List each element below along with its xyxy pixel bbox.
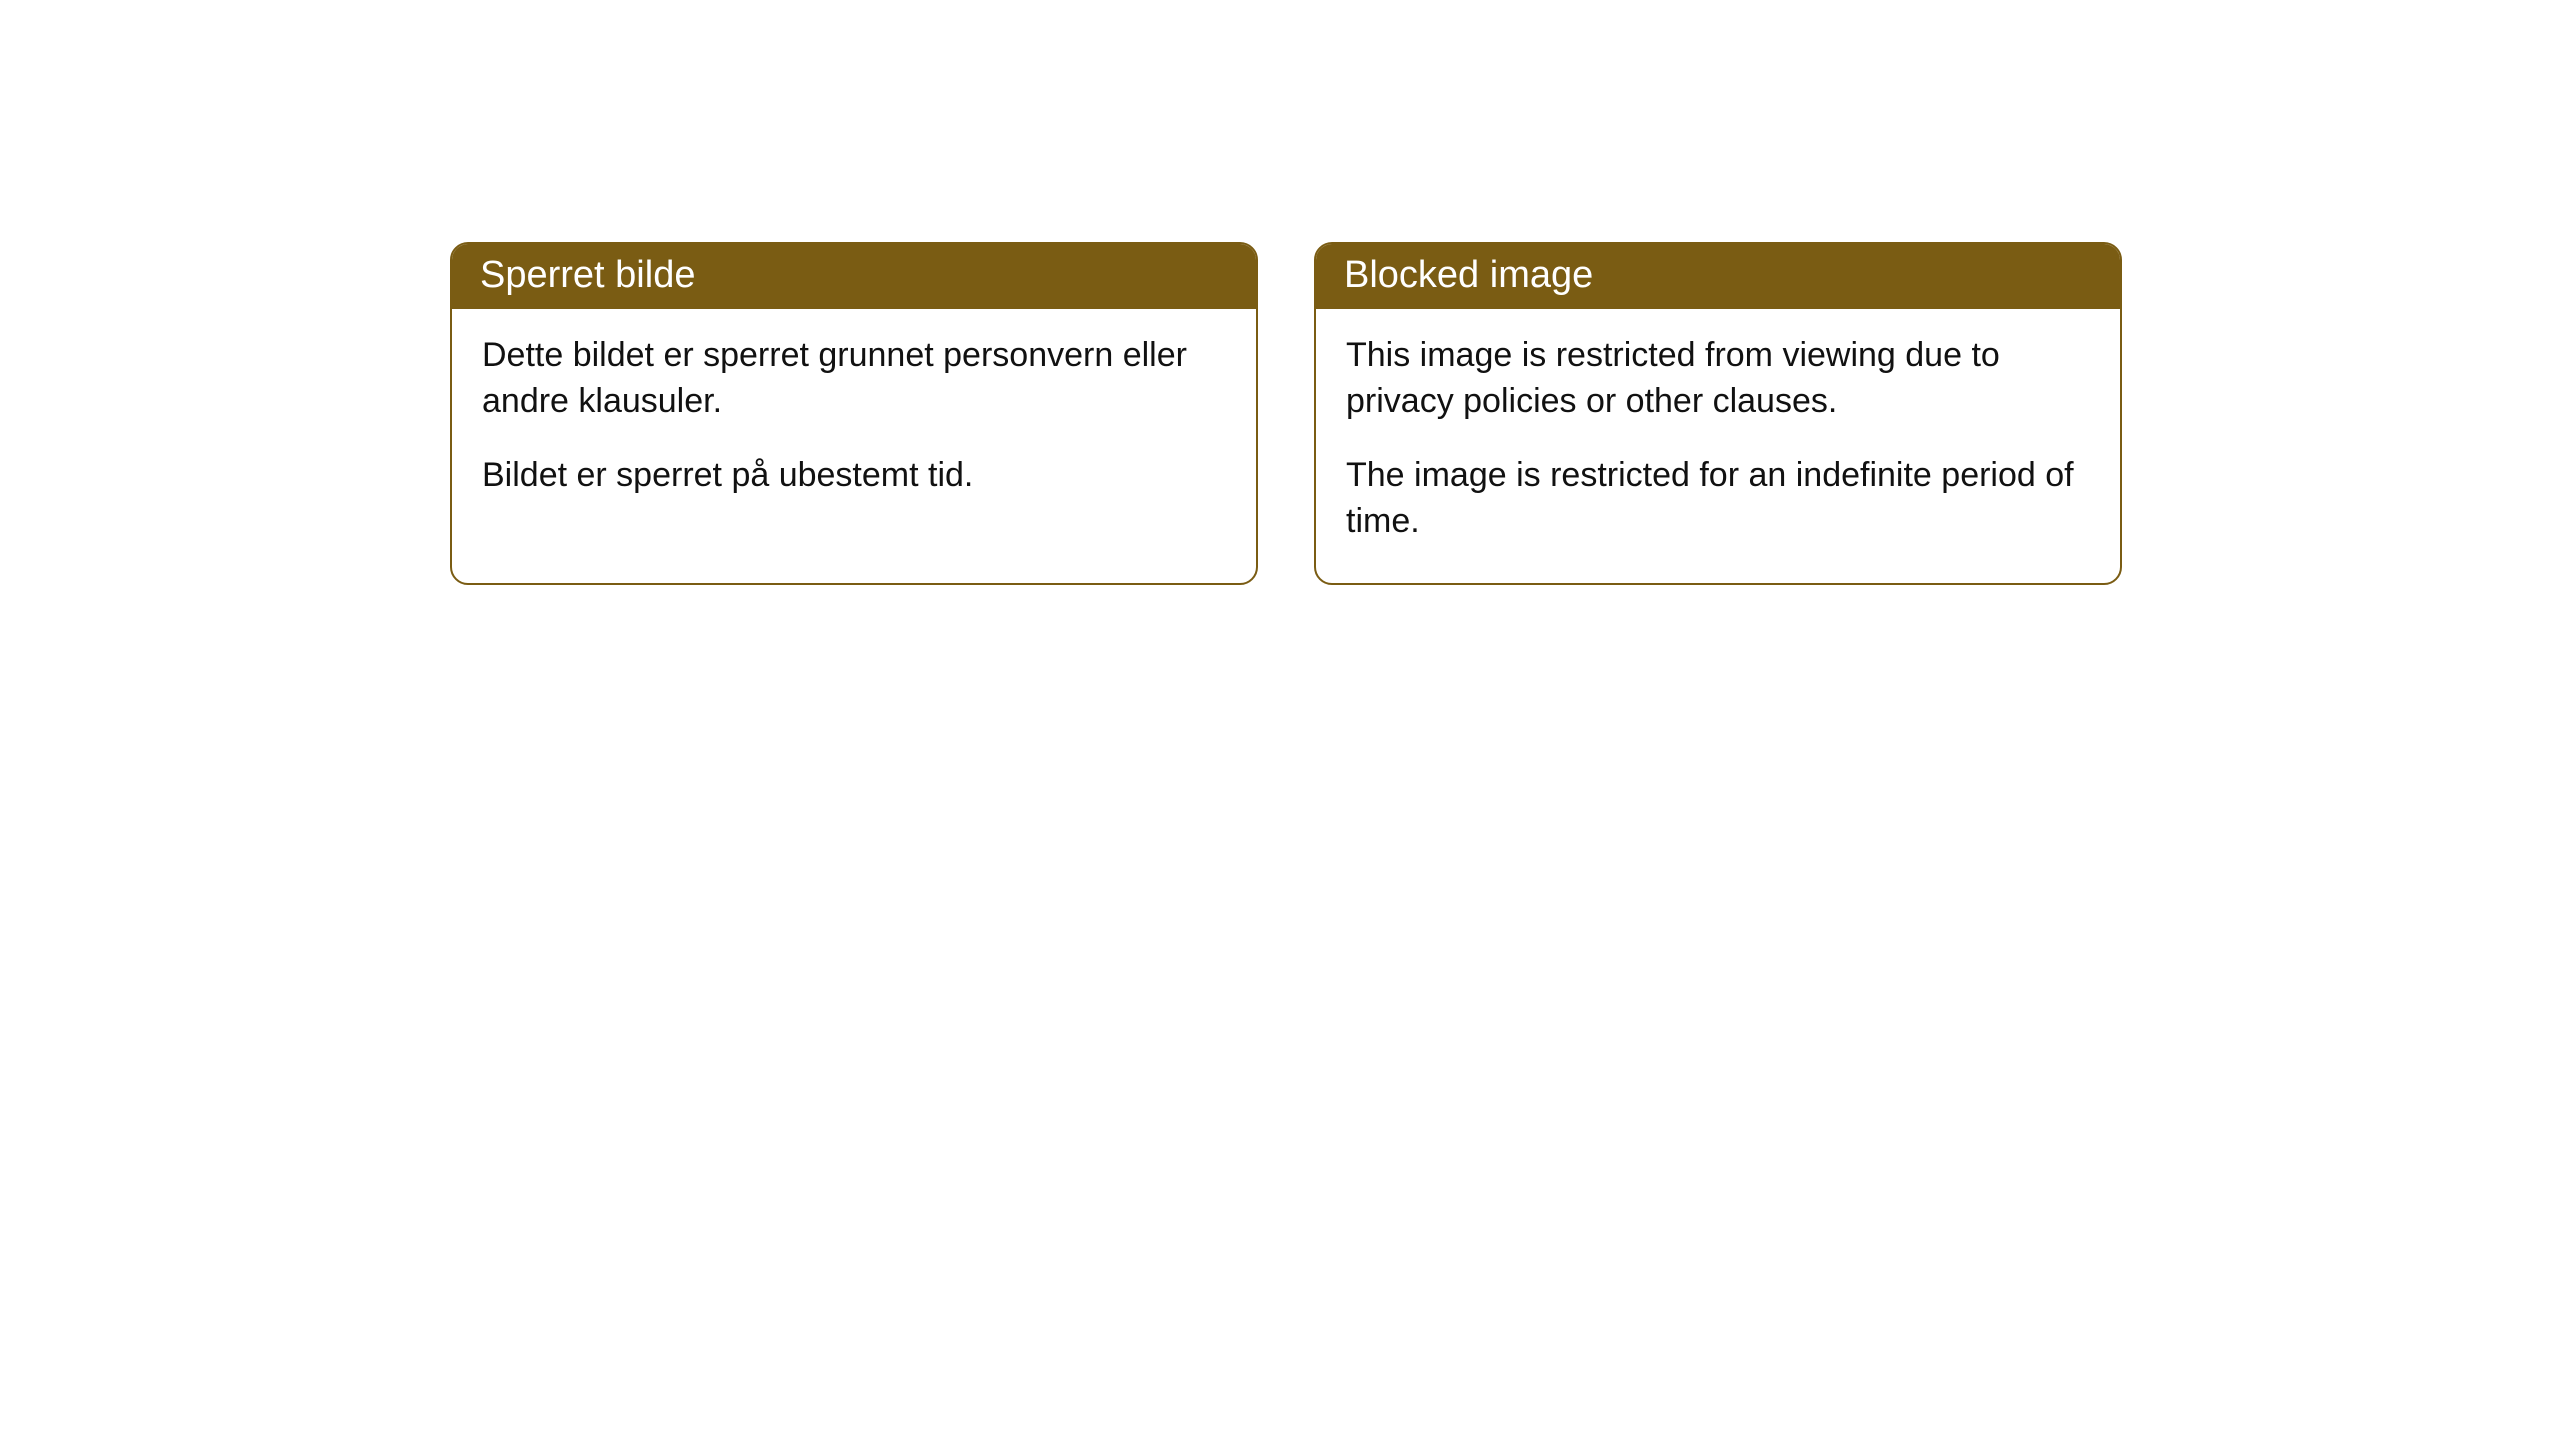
notice-paragraph: The image is restricted for an indefinit… — [1346, 453, 2090, 545]
notice-paragraph: Dette bildet er sperret grunnet personve… — [482, 333, 1226, 425]
card-header: Blocked image — [1316, 244, 2120, 309]
card-body: This image is restricted from viewing du… — [1316, 309, 2120, 583]
notice-card-english: Blocked image This image is restricted f… — [1314, 242, 2122, 585]
card-body: Dette bildet er sperret grunnet personve… — [452, 309, 1256, 537]
card-header: Sperret bilde — [452, 244, 1256, 309]
notice-card-norwegian: Sperret bilde Dette bildet er sperret gr… — [450, 242, 1258, 585]
notice-paragraph: Bildet er sperret på ubestemt tid. — [482, 453, 1226, 499]
notice-cards-container: Sperret bilde Dette bildet er sperret gr… — [450, 242, 2122, 585]
notice-paragraph: This image is restricted from viewing du… — [1346, 333, 2090, 425]
